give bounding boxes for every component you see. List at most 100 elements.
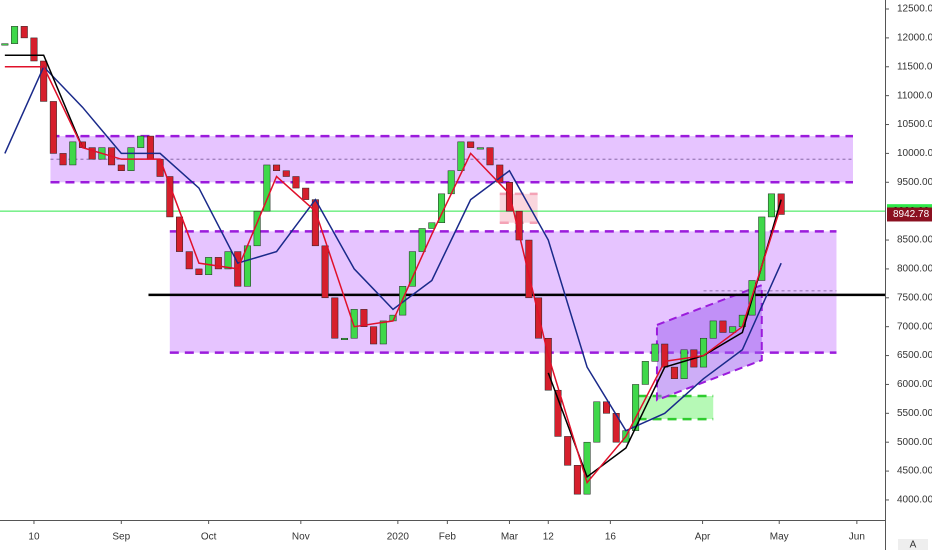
y-tick-label: 5000.00: [897, 437, 932, 448]
candle: [612, 413, 620, 443]
candle: [224, 251, 232, 270]
candle: [59, 153, 67, 166]
x-tick-label: Oct: [201, 532, 217, 543]
candle: [564, 436, 572, 466]
candle: [321, 245, 329, 299]
candle: [166, 176, 174, 218]
candle: [370, 326, 378, 345]
candle: [593, 401, 601, 443]
candle: [700, 337, 708, 368]
x-tick-label: 2020: [387, 532, 410, 543]
candle: [156, 158, 164, 177]
y-tick-label: 12000.00: [897, 33, 932, 44]
y-tick-label: 10500.00: [897, 119, 932, 130]
price-axis-bg: [886, 0, 932, 550]
x-tick-label: 12: [543, 532, 555, 543]
x-tick-label: 10: [28, 532, 40, 543]
candle: [554, 389, 562, 437]
candle: [195, 268, 203, 275]
scale-mode-label[interactable]: A: [910, 540, 917, 550]
x-tick-label: Jun: [849, 532, 865, 543]
y-tick-label: 7500.00: [897, 292, 932, 303]
candle: [515, 210, 523, 241]
y-tick-label: 6000.00: [897, 379, 932, 390]
y-tick-label: 11500.00: [897, 61, 932, 72]
candle: [583, 441, 591, 495]
y-tick-label: 6500.00: [897, 350, 932, 361]
candle: [137, 135, 145, 148]
candle: [30, 37, 38, 62]
moving-average: [4, 54, 782, 479]
scale-mode-button[interactable]: [898, 539, 928, 550]
x-tick-label: Mar: [501, 532, 519, 543]
candle: [263, 164, 271, 212]
y-tick-label: 5500.00: [897, 408, 932, 419]
candle: [680, 349, 688, 379]
candle: [185, 251, 193, 270]
y-tick-label: 8500.00: [897, 235, 932, 246]
candle: [253, 210, 261, 247]
candle: [282, 170, 290, 177]
candle: [176, 216, 184, 252]
candle: [273, 164, 281, 171]
y-tick-label: 10000.00: [897, 148, 932, 159]
candle: [428, 222, 436, 229]
candle: [525, 239, 533, 299]
x-tick-label: Apr: [695, 532, 711, 543]
candle: [602, 401, 610, 414]
candle: [651, 343, 659, 362]
candle: [214, 257, 222, 270]
candle: [496, 164, 504, 183]
y-tick-label: 11000.00: [897, 90, 932, 101]
y-tick-label: 4000.00: [897, 495, 932, 506]
candle: [40, 60, 48, 102]
candle: [476, 147, 484, 150]
candle: [69, 141, 77, 166]
x-tick-label: Sep: [112, 532, 130, 543]
candle: [340, 337, 348, 340]
last-price-label: 8942.78: [893, 209, 930, 220]
y-tick-label: 7000.00: [897, 321, 932, 332]
candle: [467, 141, 475, 148]
zone: [637, 395, 714, 420]
candle: [719, 320, 727, 333]
candle: [379, 320, 387, 345]
candle: [758, 216, 766, 281]
candle: [573, 465, 581, 495]
x-tick-label: May: [770, 532, 789, 543]
candle: [146, 135, 154, 160]
candle: [418, 228, 426, 252]
x-tick-label: 16: [605, 532, 617, 543]
candle: [641, 361, 649, 385]
candle: [350, 309, 358, 339]
moving-average: [4, 65, 782, 432]
candle: [311, 199, 319, 247]
y-tick-label: 4500.00: [897, 466, 932, 477]
candle: [777, 193, 785, 215]
candle: [767, 193, 775, 218]
candle: [661, 343, 669, 368]
candle: [302, 187, 310, 200]
candle: [292, 176, 300, 189]
y-tick-label: 9500.00: [897, 177, 932, 188]
candle: [117, 164, 125, 171]
candle: [670, 366, 678, 379]
candle: [20, 26, 28, 39]
plot-area: [0, 26, 885, 495]
candle: [457, 141, 465, 171]
candle: [331, 297, 339, 339]
time-axis-bg: [0, 521, 885, 550]
candle: [11, 26, 19, 44]
candle: [205, 257, 213, 275]
moving-average: [4, 66, 782, 485]
candle: [632, 384, 640, 431]
candle: [729, 326, 737, 333]
x-tick-label: Feb: [439, 532, 457, 543]
candle: [709, 320, 717, 339]
candle: [360, 309, 368, 327]
candle: [88, 147, 96, 160]
y-tick-label: 12500.00: [897, 4, 932, 15]
candle: [486, 147, 494, 166]
last-price-badge: [887, 207, 932, 222]
